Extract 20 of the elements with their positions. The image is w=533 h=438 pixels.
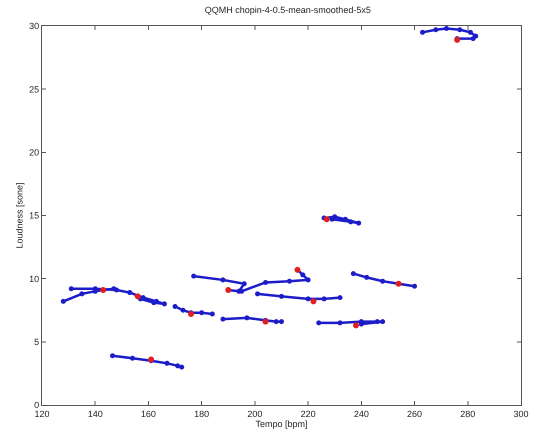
x-tick-label: 200 — [247, 408, 262, 419]
x-axis-title: Tempo [bpm] — [255, 418, 308, 429]
y-tick-label: 0 — [34, 400, 40, 410]
x-tick-label: 120 — [34, 408, 50, 419]
x-tick-label: 280 — [460, 408, 476, 419]
x-tick-label: 220 — [300, 408, 316, 419]
y-tick-label: 20 — [29, 147, 40, 158]
x-tick-label: 240 — [354, 408, 369, 419]
y-tick-label: 30 — [29, 21, 40, 32]
y-tick-label: 5 — [34, 336, 40, 347]
chart-title: QQMH chopin-4-0.5-mean-smoothed-5x5 — [204, 4, 371, 15]
x-tick-label: 300 — [513, 408, 529, 419]
y-tick-label: 25 — [29, 84, 40, 94]
x-tick-label: 140 — [88, 408, 103, 419]
x-tick-label: 160 — [140, 408, 156, 419]
y-axis-title: Loudness [sone] — [14, 182, 25, 249]
x-tick-label: 260 — [407, 408, 422, 419]
x-tick-label: 180 — [194, 408, 210, 419]
y-tick-label: 10 — [29, 274, 40, 284]
y-tick-label: 15 — [29, 210, 40, 221]
